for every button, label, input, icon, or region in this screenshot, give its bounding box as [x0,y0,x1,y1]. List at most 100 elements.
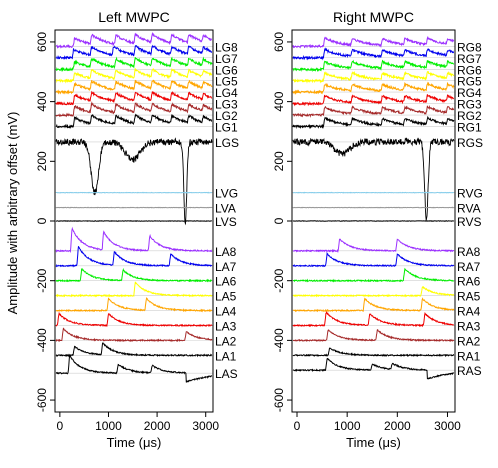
left-label-lg6: LG6 [215,63,238,77]
right-label-rg7: RG7 [457,52,482,66]
left-label-la5: LA5 [215,290,237,304]
right-label-rg5: RG5 [457,75,482,89]
left-trace-la5 [55,281,213,298]
left-label-lg4: LG4 [215,86,238,100]
right-label-rg2: RG2 [457,109,482,123]
right-trace-rg3 [292,94,455,107]
right-trace-rg2 [292,104,455,118]
left-x-axis-label: Time (μs) [107,435,162,450]
left-label-la1: LA1 [215,349,237,363]
left-trace-lg1 [55,113,213,129]
left-label-lgs: LGS [215,136,239,150]
left-label-la6: LA6 [215,275,237,289]
left-label-lg5: LG5 [215,75,238,89]
left-trace-las [55,353,213,383]
left-label-lg7: LG7 [215,52,238,66]
left-ytick-label: -600 [35,388,49,412]
right-label-rg3: RG3 [457,98,482,112]
right-label-ra7: RA7 [457,260,481,274]
right-label-ras: RAS [457,364,482,378]
left-label-la2: LA2 [215,334,237,348]
left-trace-la3 [55,311,213,328]
right-trace-rg6 [292,59,455,73]
right-ytick-label: 0 [272,217,286,224]
left-label-lg1: LG1 [215,120,238,134]
right-ytick-label: 600 [272,32,286,52]
right-trace-rvg [292,191,455,194]
right-trace-ra2 [293,329,455,343]
left-label-lg3: LG3 [215,98,238,112]
left-panel-title: Left MWPC [98,9,170,25]
right-traces [292,35,455,380]
left-trace-lg7 [55,44,213,60]
left-xtick-label: 2000 [144,419,171,433]
right-ytick-label: 200 [272,151,286,171]
left-trace-la6 [55,267,213,283]
right-trace-rg7 [292,47,454,61]
left-xtick-label: 1000 [95,419,122,433]
left-ytick-label: 600 [35,32,49,52]
left-trace-la2 [55,327,213,343]
right-label-ra8: RA8 [457,245,481,259]
right-ytick-label: -400 [272,328,286,352]
left-trace-lg5 [55,67,213,84]
right-label-rvs: RVS [457,215,481,229]
left-label-la4: LA4 [215,305,237,319]
right-trace-rg1 [292,115,455,130]
left-xtick-label: 0 [57,419,64,433]
right-label-rgs: RGS [457,136,483,150]
left-ytick-label: 400 [35,91,49,111]
left-ytick-label: 200 [35,151,49,171]
left-trace-lvg [56,191,212,194]
right-xtick-label: 1000 [334,419,361,433]
left-trace-lgs [55,137,213,226]
left-trace-lg3 [55,90,213,106]
left-label-lvs: LVS [215,215,237,229]
left-label-lvg: LVG [215,187,238,201]
left-trace-lva [55,206,213,209]
right-trace-ra1 [292,347,455,358]
right-trace-ra8 [292,238,455,254]
right-x-axis-label: Time (μs) [346,435,401,450]
left-trace-la1 [55,342,213,358]
left-ytick-label: 0 [35,217,49,224]
left-mwpc-panel: Left MWPCLG8LG7LG6LG5LG4LG3LG2LG1LGSLVGL… [35,9,239,450]
left-label-la8: LA8 [215,245,237,259]
right-xtick-label: 0 [294,419,301,433]
figure-y-axis-label: Amplitude with arbitrary offset (mV) [5,112,20,315]
left-trace-la4 [55,297,213,313]
right-trace-ra3 [292,310,455,328]
left-xtick-label: 3000 [192,419,219,433]
left-ytick-label: -400 [35,328,49,352]
right-label-ra6: RA6 [457,275,481,289]
right-label-rvg: RVG [457,187,483,201]
left-label-lva: LVA [215,202,236,216]
right-trace-ra5 [292,285,454,298]
right-label-ra1: RA1 [457,349,481,363]
right-label-ra2: RA2 [457,334,481,348]
right-label-rva: RVA [457,202,481,216]
right-trace-rg8 [292,35,455,49]
left-trace-la8 [55,226,213,254]
right-trace-rgs [292,137,455,221]
left-label-la7: LA7 [215,260,237,274]
left-label-la3: LA3 [215,319,237,333]
right-trace-ras [292,357,455,380]
right-label-rg1: RG1 [457,120,482,134]
right-ytick-label: -600 [272,388,286,412]
left-label-las: LAS [215,367,238,381]
right-trace-ra4 [292,297,455,313]
left-ytick-label: -200 [35,268,49,292]
left-trace-lg4 [55,79,213,95]
right-trace-ra7 [292,251,455,268]
right-ytick-label: -200 [272,268,286,292]
right-label-ra3: RA3 [457,319,481,333]
left-traces [55,31,213,383]
left-trace-lg6 [55,56,213,72]
left-label-lg8: LG8 [215,40,238,54]
right-xtick-label: 2000 [384,419,411,433]
right-label-rg4: RG4 [457,86,482,100]
right-label-rg8: RG8 [457,40,482,54]
